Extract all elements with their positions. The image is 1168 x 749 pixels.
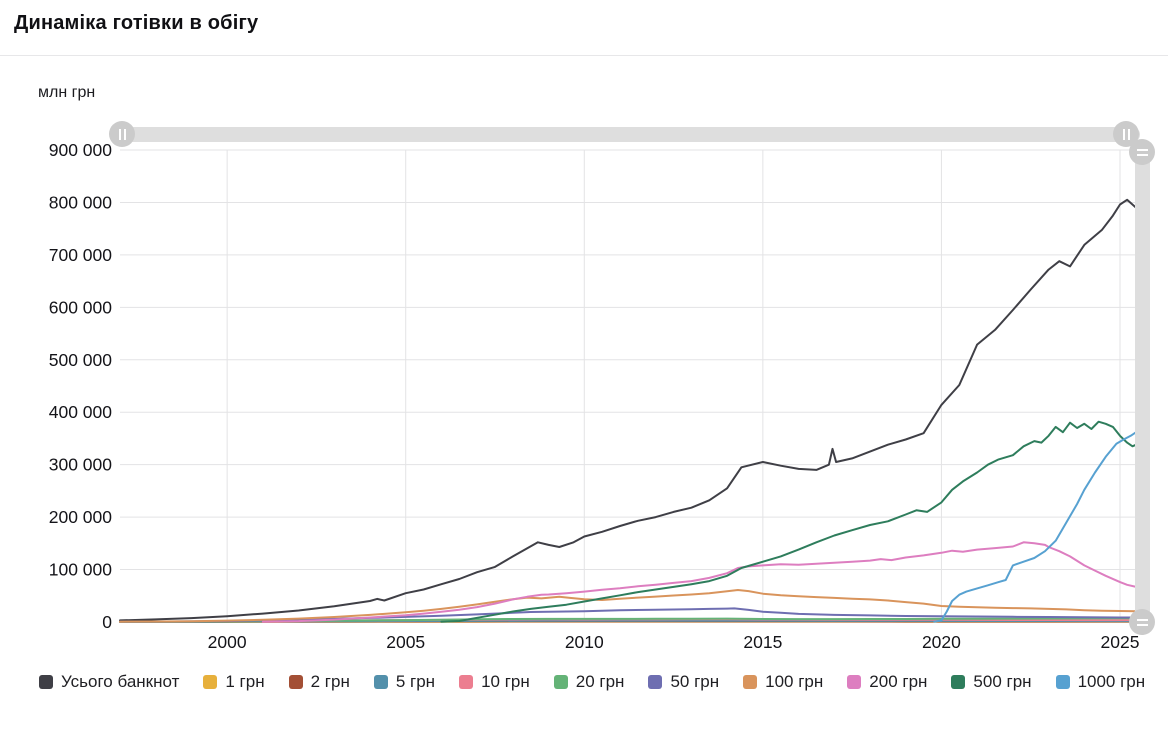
- y-tick-label: 500 000: [49, 350, 113, 370]
- scrollbar-y-track[interactable]: [1135, 145, 1150, 622]
- y-tick-label: 0: [102, 612, 112, 632]
- grip-vertical-icon: [1122, 128, 1130, 140]
- grip-horizontal-icon: [1136, 148, 1148, 156]
- x-tick-label: 2000: [208, 632, 247, 652]
- x-tick-label: 2005: [386, 632, 425, 652]
- legend-item-uah200[interactable]: 200 грн: [847, 670, 927, 694]
- y-tick-label: 900 000: [49, 140, 113, 160]
- legend-swatch-uah5: [373, 675, 388, 689]
- legend: Усього банкнот 1 грн 2 грн 5 грн 10 грн 20 гр…: [39, 670, 1149, 694]
- legend-label: 10 грн: [481, 672, 530, 691]
- legend-swatch-uah1000: [1055, 675, 1070, 689]
- series-line-uah200: [261, 541, 1138, 623]
- legend-label: 5 грн: [395, 672, 436, 691]
- y-tick-label: 300 000: [49, 455, 113, 475]
- legend-label: 200 грн: [869, 672, 928, 691]
- series-line-total: [119, 198, 1138, 622]
- legend-label: Усього банкнот: [61, 672, 180, 691]
- y-tick-label: 200 000: [49, 507, 113, 527]
- y-axis-unit-label: млн грн: [38, 84, 96, 101]
- legend-swatch-uah20: [553, 675, 568, 689]
- header-divider: [0, 55, 1168, 56]
- legend-item-uah100[interactable]: 100 грн: [743, 670, 823, 694]
- y-tick-label: 400 000: [49, 402, 113, 422]
- x-tick-label: 2010: [565, 632, 604, 652]
- grip-horizontal-icon: [1136, 618, 1148, 626]
- y-tick-label: 800 000: [49, 192, 113, 212]
- y-tick-label: 100 000: [49, 560, 113, 580]
- series-line-uah100: [119, 589, 1138, 623]
- legend-label: 50 грн: [670, 672, 720, 691]
- scrollbar-y-top-handle[interactable]: [1129, 139, 1155, 165]
- legend-swatch-uah100: [743, 675, 758, 689]
- legend-item-uah10[interactable]: 10 грн: [459, 670, 530, 694]
- legend-item-uah2[interactable]: 2 грн: [288, 670, 350, 694]
- legend-item-uah1[interactable]: 1 грн: [203, 670, 265, 694]
- x-tick-label: 2020: [922, 632, 961, 652]
- legend-label: 500 грн: [973, 672, 1032, 691]
- legend-item-uah50[interactable]: 50 грн: [648, 670, 719, 694]
- x-tick-label: 2025: [1101, 632, 1140, 652]
- series-line-uah1000: [933, 431, 1138, 623]
- legend-swatch-uah10: [459, 675, 474, 689]
- scrollbar-x-left-handle[interactable]: [109, 121, 135, 147]
- legend-item-uah1000[interactable]: 1000 грн: [1055, 670, 1146, 694]
- legend-label: 1 грн: [225, 672, 265, 691]
- y-tick-label: 600 000: [49, 297, 113, 317]
- scrollbar-x-track[interactable]: [122, 127, 1140, 142]
- legend-label: 100 грн: [765, 672, 824, 691]
- legend-label: 20 грн: [575, 672, 625, 691]
- scrollbar-y-bottom-handle[interactable]: [1129, 609, 1155, 635]
- legend-swatch-total: [39, 675, 53, 689]
- legend-swatch-uah200: [847, 675, 862, 689]
- page-title: Динаміка готівки в обігу: [14, 12, 259, 34]
- legend-item-uah500[interactable]: 500 грн: [951, 670, 1032, 694]
- y-tick-label: 700 000: [49, 245, 113, 265]
- legend-swatch-uah1: [203, 675, 218, 689]
- legend-item-uah20[interactable]: 20 грн: [553, 670, 625, 694]
- legend-item-total[interactable]: Усього банкнот: [39, 670, 179, 694]
- legend-swatch-uah2: [288, 675, 303, 689]
- series-line-uah500: [440, 420, 1138, 623]
- legend-label: 1000 грн: [1077, 672, 1146, 691]
- x-tick-label: 2015: [743, 632, 782, 652]
- legend-item-uah5[interactable]: 5 грн: [373, 670, 436, 694]
- legend-swatch-uah50: [648, 675, 663, 689]
- legend-label: 2 грн: [310, 672, 350, 691]
- grip-vertical-icon: [118, 128, 126, 140]
- legend-swatch-uah500: [951, 675, 966, 689]
